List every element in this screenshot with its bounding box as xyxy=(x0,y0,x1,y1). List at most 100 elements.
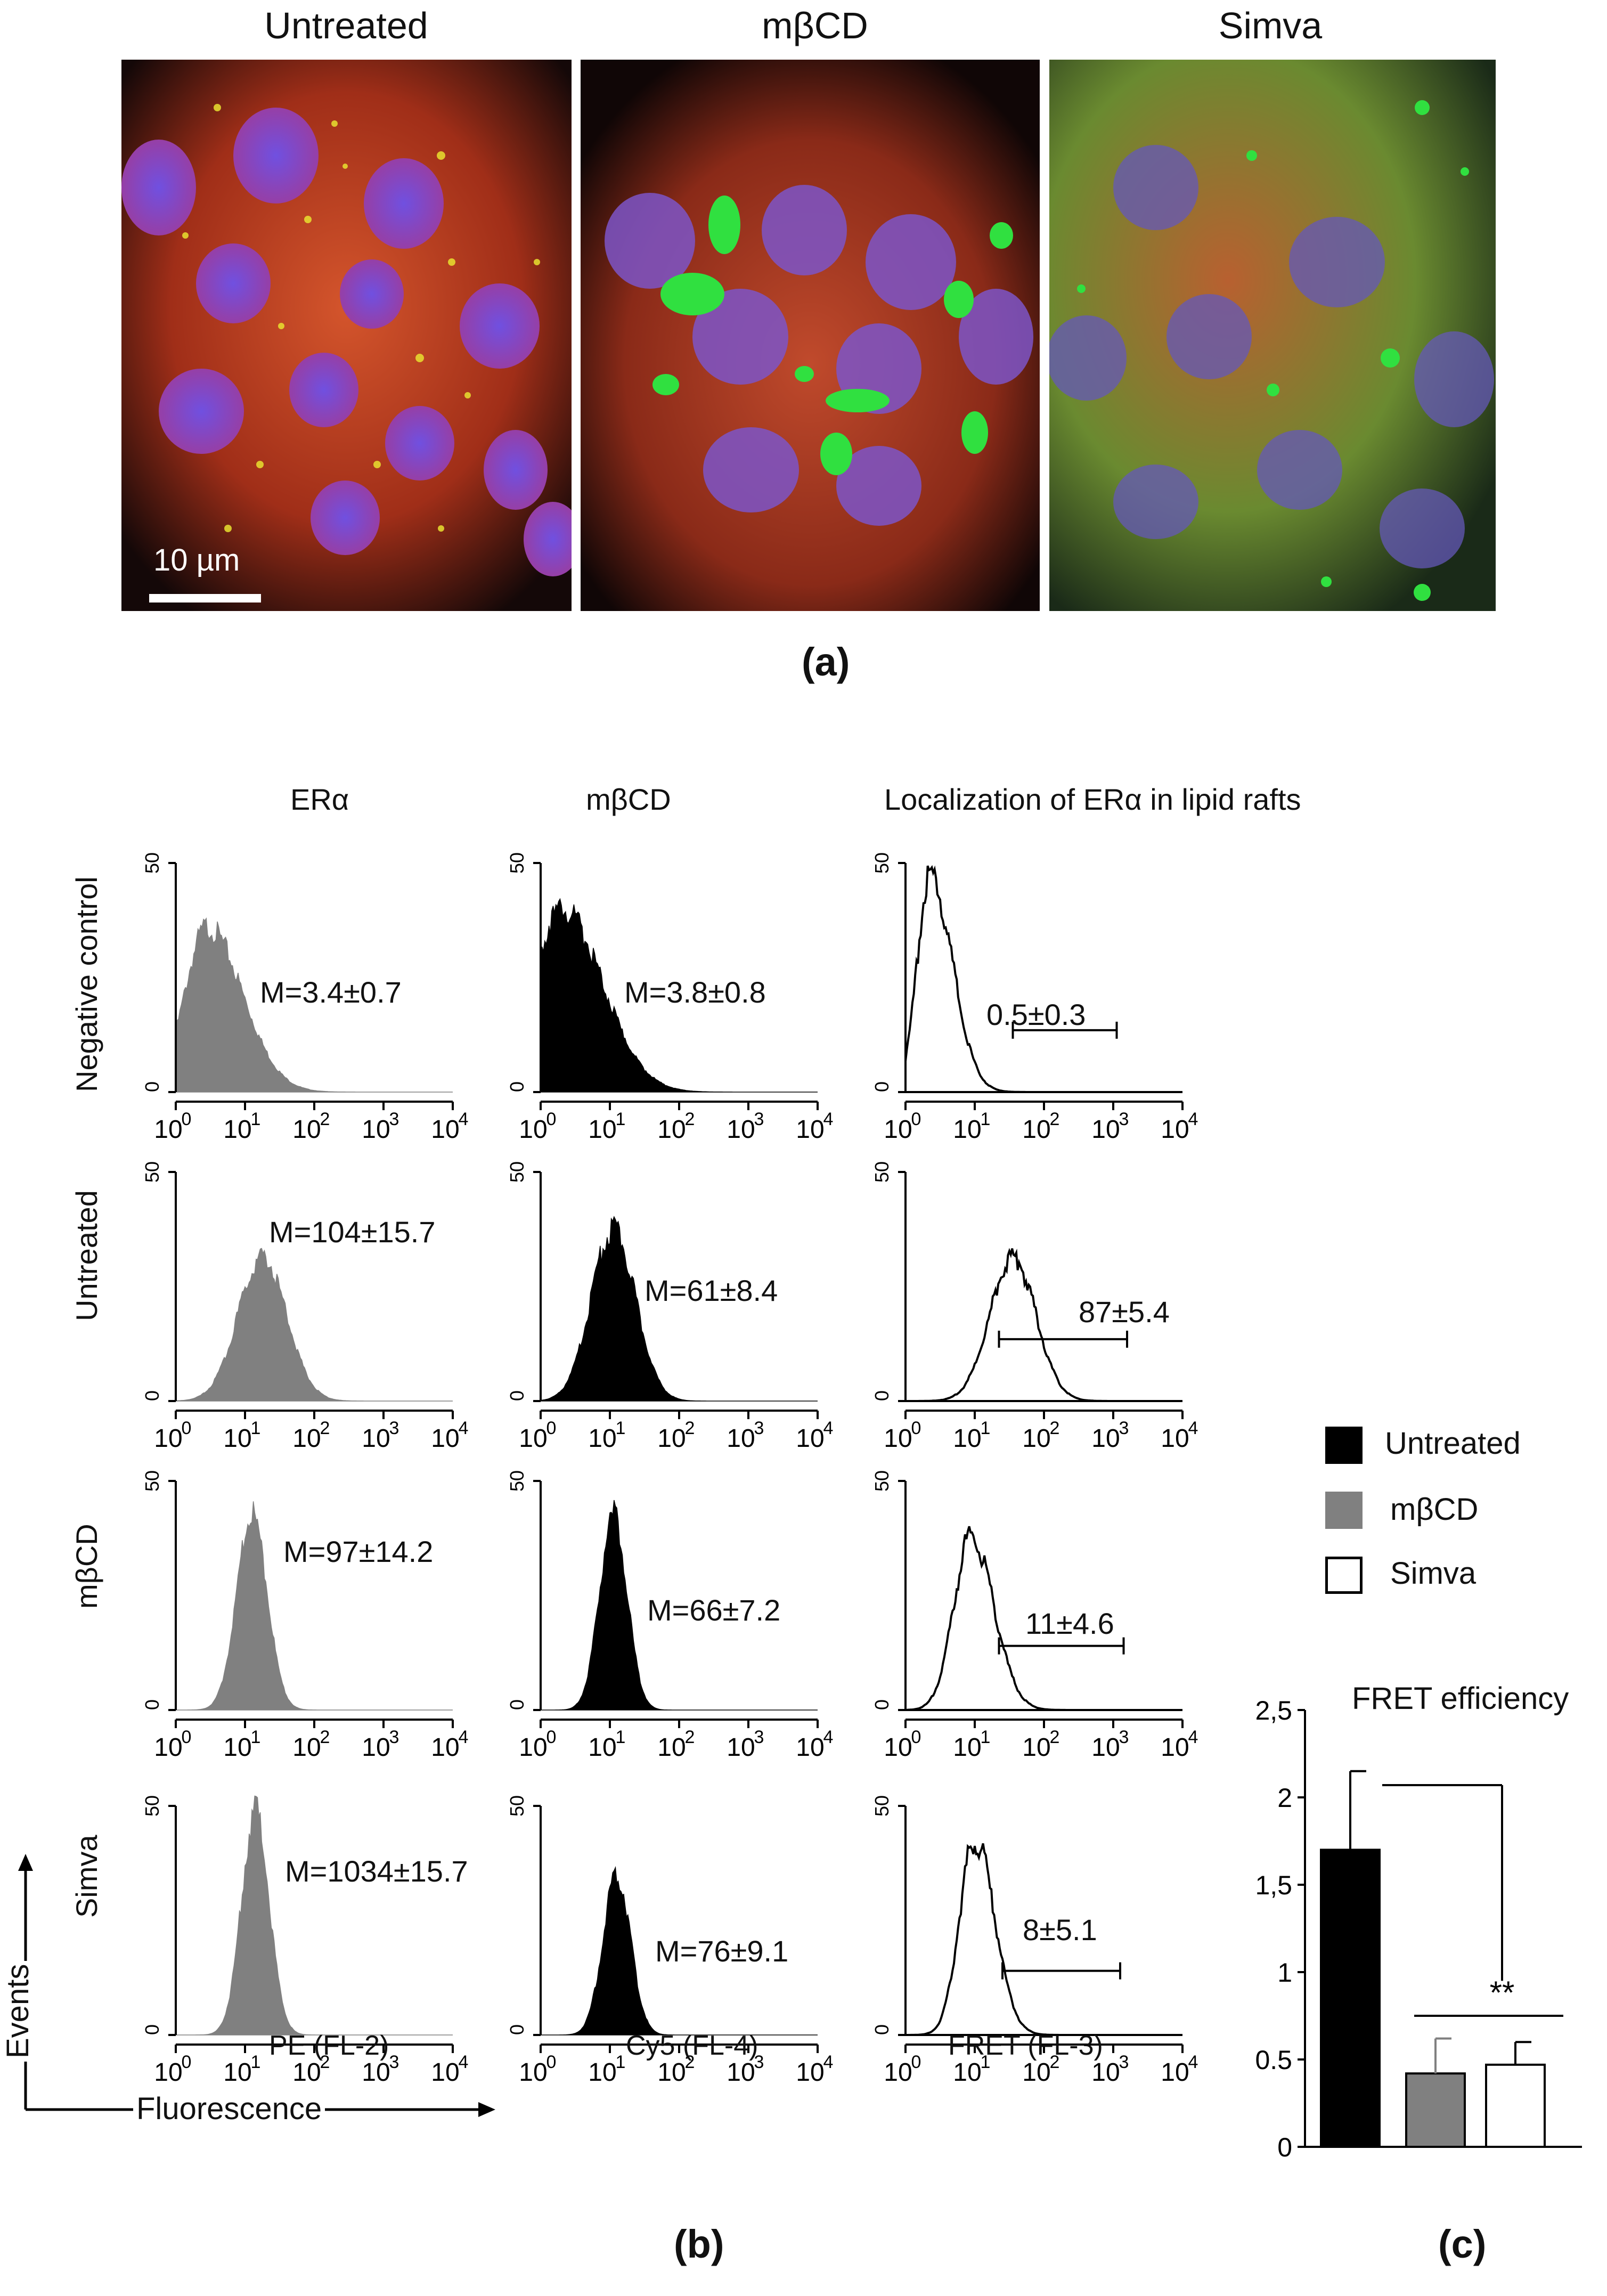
x-tick-label: 10 xyxy=(1022,1116,1050,1144)
histogram-curve xyxy=(541,1500,818,1711)
x-tick-label: 10 xyxy=(588,1424,616,1453)
x-tick-exponent: 3 xyxy=(1119,1109,1129,1129)
x-tick-label: 10 xyxy=(796,2058,824,2087)
y-tick-label: 500 xyxy=(871,1161,893,1183)
x-tick-exponent: 3 xyxy=(754,1727,764,1747)
bar-y-tick-label: 2 xyxy=(1277,1783,1292,1813)
x-tick-label: 10 xyxy=(884,1733,912,1762)
x-tick-label: 10 xyxy=(431,1116,459,1144)
y-tick-label: 0 xyxy=(506,1081,528,1092)
x-tick-label: 10 xyxy=(1022,2058,1050,2087)
legend-swatch-simva xyxy=(1325,1557,1363,1594)
error-bar xyxy=(1434,2037,1451,2074)
x-tick-label: 10 xyxy=(657,1733,686,1762)
bar-y-tick-label: 0 xyxy=(1277,2132,1292,2162)
x-tick-exponent: 3 xyxy=(1119,1727,1129,1747)
x-tick-exponent: 4 xyxy=(1188,1418,1198,1438)
x-tick-exponent: 0 xyxy=(911,1109,921,1129)
y-tick-label: 500 xyxy=(871,1470,893,1492)
x-tick-label: 10 xyxy=(1091,1116,1120,1144)
x-tick-label: 10 xyxy=(1022,1424,1050,1453)
legend-label-simva: Simva xyxy=(1390,1556,1477,1591)
x-tick-label: 10 xyxy=(519,1424,547,1453)
x-tick-exponent: 2 xyxy=(320,1109,330,1129)
x-tick-exponent: 1 xyxy=(616,2052,626,2072)
x-tick-label: 10 xyxy=(362,1733,390,1762)
column-title-mbcd: mβCD xyxy=(586,783,671,816)
x-tick-label: 10 xyxy=(953,2058,981,2087)
bar-y-tick-label: 1,5 xyxy=(1255,1870,1292,1900)
y-tick-label: 500 xyxy=(141,1161,163,1183)
column-title-er-alpha: ERα xyxy=(290,783,349,816)
y-tick-label: 0 xyxy=(871,2024,893,2035)
x-tick-label: 10 xyxy=(292,1116,321,1144)
x-tick-exponent: 2 xyxy=(685,1109,695,1129)
x-tick-exponent: 1 xyxy=(251,1109,261,1129)
x-tick-label: 10 xyxy=(727,1424,755,1453)
annot-0-0: M=3.4±0.7 xyxy=(260,975,402,1009)
x-tick-label: 10 xyxy=(953,1116,981,1144)
x-tick-exponent: 1 xyxy=(251,1727,261,1747)
panel-label-a: (a) xyxy=(802,640,850,684)
column-title-localization: Localization of ERα in lipid rafts xyxy=(884,783,1301,816)
x-tick-exponent: 1 xyxy=(251,1418,261,1438)
x-tick-exponent: 3 xyxy=(754,2052,764,2072)
y-tick-label: 500 xyxy=(506,1470,528,1492)
x-tick-label: 10 xyxy=(1022,1733,1050,1762)
annot-1-2: 87±5.4 xyxy=(1079,1295,1170,1329)
x-tick-label: 10 xyxy=(657,2058,686,2087)
x-tick-label: 10 xyxy=(727,1733,755,1762)
x-tick-label: 10 xyxy=(953,1733,981,1762)
x-tick-label: 10 xyxy=(1161,1733,1189,1762)
x-tick-exponent: 2 xyxy=(685,2052,695,2072)
bar-mβCD xyxy=(1405,2072,1466,2148)
micro-title-untreated: Untreated xyxy=(264,5,428,46)
x-tick-label: 10 xyxy=(796,1733,824,1762)
x-tick-exponent: 3 xyxy=(1119,2052,1129,2072)
x-tick-exponent: 3 xyxy=(754,1418,764,1438)
x-tick-exponent: 0 xyxy=(911,1418,921,1438)
x-tick-exponent: 2 xyxy=(320,1418,330,1438)
y-tick-label: 500 xyxy=(141,852,163,874)
histogram-curve xyxy=(904,1526,1182,1711)
panel-label-c: (c) xyxy=(1438,2222,1487,2266)
x-tick-label: 10 xyxy=(657,1116,686,1144)
x-tick-exponent: 4 xyxy=(823,1418,834,1438)
fret-efficiency-chart: 0 0.5 1 1,5 2 2,5 ** xyxy=(1255,1696,1582,2162)
bar-y-tick-label: 0.5 xyxy=(1255,2045,1292,2075)
annot-2-1: M=66±7.2 xyxy=(647,1593,781,1627)
scale-bar-label: 10 µm xyxy=(153,543,240,577)
x-tick-exponent: 1 xyxy=(251,2052,261,2072)
histogram-curve xyxy=(175,917,453,1093)
annot-1-1: M=61±8.4 xyxy=(645,1274,778,1307)
x-tick-label: 10 xyxy=(431,1733,459,1762)
x-tick-exponent: 4 xyxy=(823,2052,834,2072)
y-tick-label: 0 xyxy=(506,1699,528,1710)
histogram-curve xyxy=(540,898,818,1093)
chart-title: FRET efficiency xyxy=(1352,1681,1569,1716)
y-tick-label: 0 xyxy=(871,1081,893,1092)
x-tick-exponent: 4 xyxy=(823,1109,834,1129)
annot-2-2: 11±4.6 xyxy=(1025,1607,1114,1640)
y-tick-label: 500 xyxy=(141,1470,163,1492)
y-tick-label: 0 xyxy=(871,1390,893,1401)
x-tick-label: 10 xyxy=(431,2058,459,2087)
histogram-curve xyxy=(906,1248,1182,1402)
histogram-curve xyxy=(176,1795,453,2036)
panel-label-b: (b) xyxy=(674,2222,724,2266)
x-label-fret: FRET (FL-3) xyxy=(948,2030,1103,2061)
annot-2-0: M=97±14.2 xyxy=(283,1535,434,1568)
x-tick-exponent: 3 xyxy=(389,1109,399,1129)
x-tick-label: 10 xyxy=(223,2058,251,2087)
x-tick-exponent: 4 xyxy=(459,2052,469,2072)
annot-3-1: M=76±9.1 xyxy=(655,1934,789,1968)
gate-marker xyxy=(1011,1021,1118,1039)
x-tick-label: 10 xyxy=(588,1733,616,1762)
x-tick-exponent: 0 xyxy=(911,2052,921,2072)
x-tick-exponent: 1 xyxy=(981,2052,991,2072)
x-tick-exponent: 2 xyxy=(685,1418,695,1438)
